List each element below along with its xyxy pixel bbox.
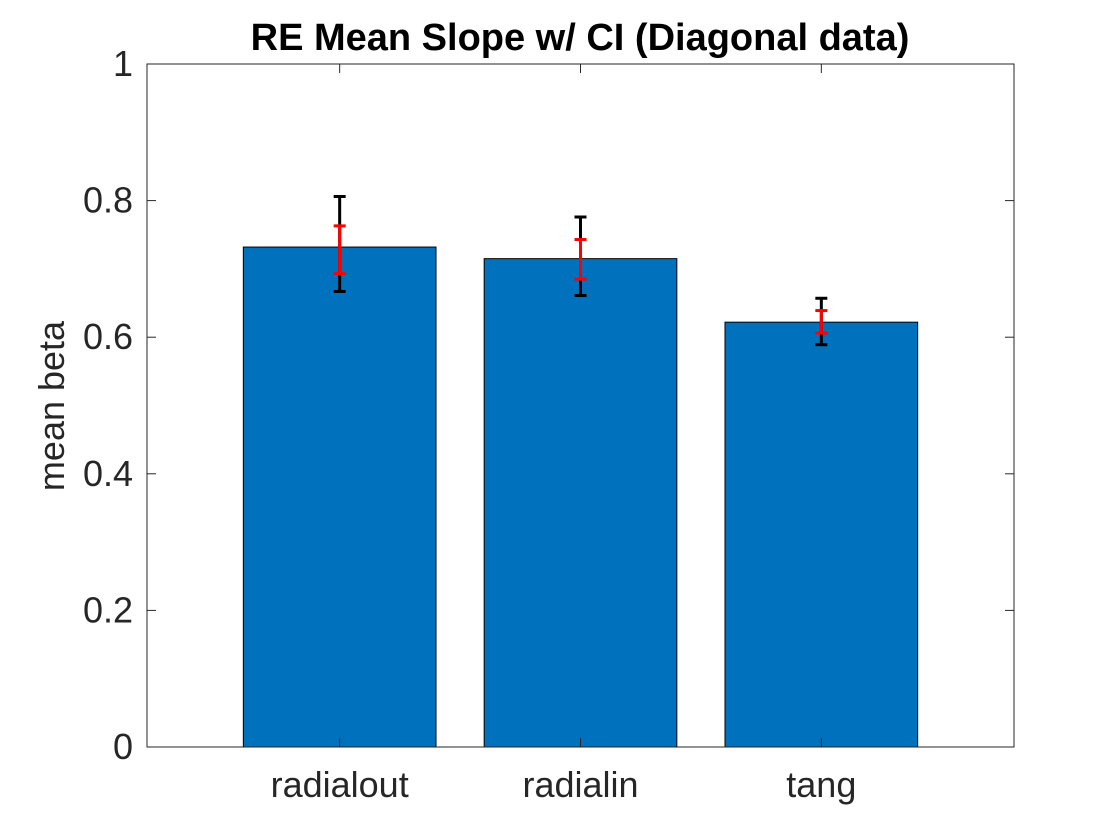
bar-radialout — [242, 246, 437, 748]
y-tick-label: 0.2 — [83, 589, 133, 630]
x-tick-label: radialout — [271, 764, 409, 805]
chart-title: RE Mean Slope w/ CI (Diagonal data) — [251, 17, 910, 59]
y-tick-label: 0.6 — [83, 316, 133, 357]
plot-area: 0 0.2 0.4 0.6 0.8 1 radialout radialin tang — [83, 43, 1015, 805]
bar-radialin — [483, 258, 678, 748]
y-tick-label: 0 — [113, 726, 133, 767]
inner-ci-radialout — [333, 224, 346, 276]
y-tick-label: 0.4 — [83, 453, 133, 494]
y-axis-label: mean beta — [31, 320, 72, 491]
bar-tang — [724, 321, 919, 748]
inner-ci-tang — [815, 309, 828, 335]
x-tick-label: tang — [786, 764, 856, 805]
y-tick-label: 1 — [113, 43, 133, 84]
y-tick-label: 0.8 — [83, 180, 133, 221]
x-tick-label: radialin — [522, 764, 638, 805]
inner-ci-radialin — [574, 238, 587, 281]
